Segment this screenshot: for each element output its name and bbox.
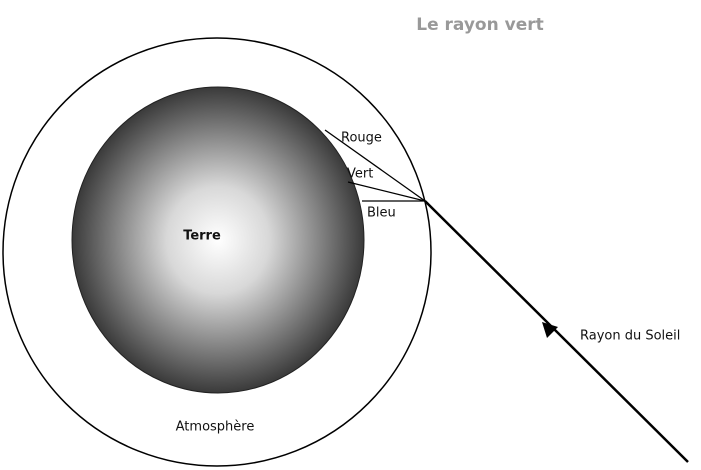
sun-ray-label: Rayon du Soleil	[580, 329, 680, 344]
green-label: Vert	[347, 167, 373, 182]
diagram: Le rayon vert Rouge Vert Bleu Terre Rayo…	[0, 0, 701, 470]
atmosphere-label: Atmosphère	[176, 420, 255, 435]
red-label: Rouge	[341, 131, 382, 146]
blue-label: Bleu	[367, 206, 396, 221]
green-ray	[348, 182, 425, 201]
earth-label: Terre	[183, 229, 221, 244]
title: Le rayon vert	[416, 15, 544, 35]
